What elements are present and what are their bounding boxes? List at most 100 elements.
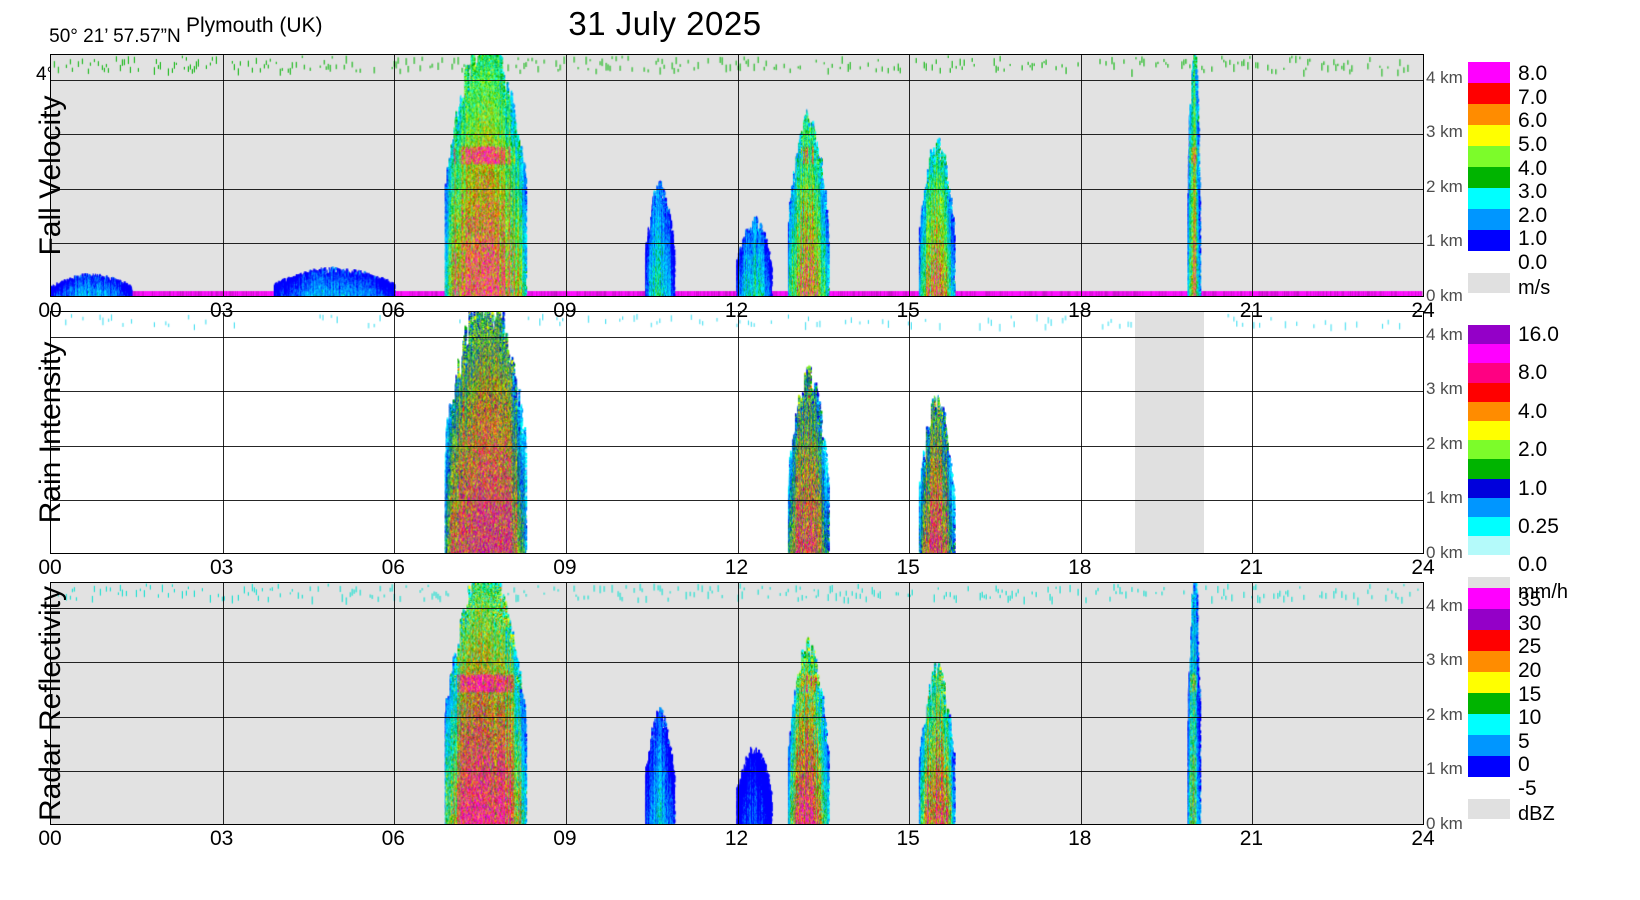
gridline-vertical [909,312,911,553]
xaxis-tick-label: 09 [553,827,577,850]
colorbar-unit-label: dBZ [1518,803,1555,825]
colorbar-band [1468,440,1510,460]
gridline-horizontal [51,391,1423,393]
gridline-horizontal [51,607,1423,609]
colorbar-band [1468,104,1510,125]
gridline-horizontal [51,662,1423,664]
colorbar-fall-velocity [1468,62,1510,251]
colorbar-tick-label: 1.0 [1518,476,1548,500]
colorbar-tick-label: 7.0 [1518,85,1548,109]
xaxis-tick-label: 06 [381,299,405,322]
colorbar-tick-label: 20 [1518,658,1542,682]
xaxis-tick-label: 06 [381,556,405,579]
colorbar-tick-label: 15 [1518,682,1542,706]
panel-fall-velocity [50,54,1424,297]
colorbar-tick-label: 5 [1518,729,1530,753]
axis-label-radar-reflectivity: Radar Reflectivity [34,585,67,822]
axis-label-rain-intensity: Rain Intensity [34,341,67,524]
gridline-vertical [565,312,567,553]
colorbar-radar-reflectivity [1468,588,1510,777]
gridline-horizontal [51,716,1423,718]
gridline-vertical [222,55,224,296]
colorbar-tick-label: 25 [1518,635,1542,659]
yaxis-tick-label: 1 km [1426,488,1463,508]
colorbar-band [1468,382,1510,402]
colorbar-band [1468,125,1510,146]
gridline-horizontal [51,500,1423,502]
yaxis-tick-label: 1 km [1426,231,1463,251]
yaxis-tick-label: 2 km [1426,176,1463,196]
yaxis-tick-label: 4 km [1426,324,1463,344]
yaxis-tick-label: 0 km [1426,543,1463,562]
colorbar-band [1468,230,1510,251]
colorbar-tick-label: 1.0 [1518,227,1548,251]
colorbar-band [1468,651,1510,672]
xaxis-tick-label: 21 [1239,299,1264,322]
gridline-horizontal [51,243,1423,245]
xaxis-tick-label: 03 [209,299,234,322]
gridline-horizontal [51,134,1423,136]
gridline-horizontal [51,771,1423,773]
gridline-vertical [1080,312,1082,553]
xaxis-tick-label: 18 [1068,556,1092,579]
colorbar-band [1468,325,1510,345]
colorbar-band [1468,609,1510,630]
echo-field-radar-reflectivity [51,583,1423,824]
gridline-vertical [909,583,911,824]
gridline-vertical [909,55,911,296]
page-title: 31 July 2025 [0,5,1640,43]
panel-radar-reflectivity [50,582,1424,825]
colorbar-band [1468,536,1510,556]
colorbar-tick-label: 6.0 [1518,109,1548,133]
xaxis-tick-label: 09 [553,556,577,579]
colorbar-tick-label: 0 [1518,753,1530,777]
xaxis-tick-label: 18 [1068,299,1092,322]
gridline-vertical [737,312,739,553]
colorbar-band [1468,167,1510,188]
gridline-vertical [222,312,224,553]
station-name: Plymouth (UK) [186,14,323,37]
colorbar-band [1468,588,1510,609]
yaxis-tick-label: 2 km [1426,704,1463,724]
colorbar-band [1468,714,1510,735]
colorbar-tick-label: 0.0 [1518,251,1548,274]
colorbar-band [1468,693,1510,714]
xaxis-tick-label: 09 [553,299,577,322]
xaxis-tick-label: 15 [896,556,920,579]
xaxis-tick-label: 24 [1411,556,1435,579]
colorbar-unit-label: m/s [1518,277,1551,299]
colorbar-band [1468,497,1510,517]
no-data-swatch [1468,273,1510,293]
colorbar-tick-label: 2.0 [1518,203,1548,227]
colorbar-tick-label: 4.0 [1518,399,1548,423]
colorbar-tick-label: 8.0 [1518,62,1548,85]
gridline-vertical [737,55,739,296]
colorbar-band [1468,363,1510,383]
colorbar-band [1468,62,1510,83]
colorbar-band [1468,516,1510,537]
echo-field-fall-velocity [51,55,1423,296]
gridline-vertical [1080,55,1082,296]
gridline-horizontal [51,79,1423,81]
gridline-vertical [565,55,567,296]
yaxis-tick-label: 2 km [1426,433,1463,453]
yaxis-tick-label: 4 km [1426,67,1463,87]
colorbar-band [1468,401,1510,421]
gridline-vertical [1080,583,1082,824]
colorbar-band [1468,672,1510,693]
yaxis-tick-label: 3 km [1426,379,1463,399]
colorbar-tick-label: 8.0 [1518,361,1548,385]
yaxis-tick-label: 4 km [1426,595,1463,615]
gridline-vertical [565,583,567,824]
xaxis-tick-label: 06 [381,827,405,850]
yaxis-tick-label: 0 km [1426,814,1463,833]
colorbar-band [1468,756,1510,777]
echo-field-rain-intensity [51,312,1423,553]
xaxis-tick-label: 12 [724,556,749,579]
colorbar-rain-intensity [1468,325,1510,556]
colorbar-band [1468,188,1510,209]
panel-rain-intensity [50,311,1424,554]
xaxis-tick-label: 15 [896,827,920,850]
page-title-text: 31 July 2025 [568,5,762,42]
axis-label-fall-velocity: Fall Velocity [34,95,67,256]
